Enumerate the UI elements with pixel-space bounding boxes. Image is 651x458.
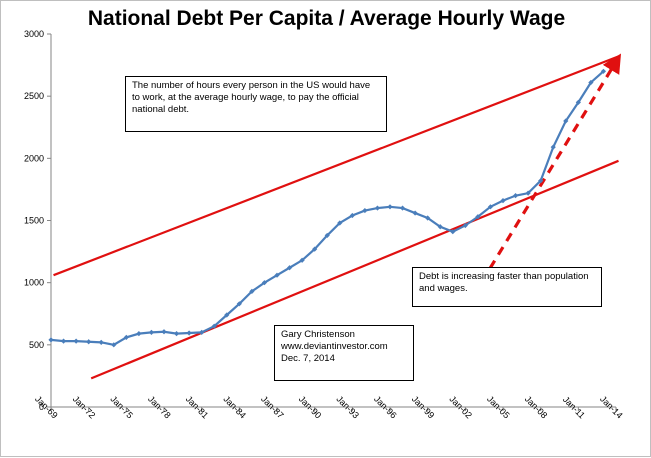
y-tick-label: 1500: [24, 216, 44, 226]
data-point: [399, 205, 406, 211]
data-point: [487, 204, 494, 210]
y-tick-label: 0: [39, 402, 44, 412]
data-point: [538, 178, 544, 184]
trend-line: [90, 159, 619, 380]
data-point: [437, 224, 443, 230]
data-point: [337, 220, 343, 226]
data-point: [48, 337, 54, 343]
y-tick-label: 2000: [24, 153, 44, 163]
data-point: [173, 331, 180, 337]
annotation-debt-increase: Debt is increasing faster than populatio…: [412, 267, 602, 307]
data-point: [60, 338, 67, 344]
y-tick-label: 500: [29, 340, 44, 350]
data-point: [600, 68, 607, 74]
data-point: [211, 323, 217, 329]
data-point: [450, 229, 456, 235]
y-tick-label: 3000: [24, 29, 44, 39]
data-point: [425, 215, 431, 221]
trend-lines: [53, 53, 622, 380]
data-point: [412, 210, 418, 216]
data-point: [224, 312, 230, 318]
data-point: [111, 342, 117, 348]
data-point: [362, 207, 368, 214]
data-point: [148, 329, 155, 335]
data-point: [588, 79, 594, 86]
data-point: [550, 144, 556, 150]
data-series: [48, 68, 607, 348]
data-point: [123, 334, 129, 340]
data-point: [324, 232, 330, 239]
data-point: [199, 329, 205, 335]
data-point: [374, 205, 381, 211]
data-point: [274, 272, 280, 278]
data-point: [186, 330, 192, 336]
data-point: [286, 265, 293, 271]
y-tick-label: 1000: [24, 278, 44, 288]
chart-title: National Debt Per Capita / Average Hourl…: [87, 7, 566, 30]
data-point: [512, 193, 519, 199]
data-point: [73, 338, 79, 344]
data-point: [387, 204, 393, 210]
data-point: [136, 331, 142, 337]
trend-arrow-dashed: [480, 53, 622, 283]
data-point: [161, 329, 167, 335]
data-point: [236, 301, 242, 307]
data-point: [86, 339, 92, 345]
data-point: [299, 257, 305, 263]
data-point: [475, 214, 481, 220]
data-point: [249, 288, 255, 294]
data-point: [563, 118, 569, 124]
trend-line: [53, 55, 619, 277]
data-point: [575, 99, 581, 105]
annotation-credit: Gary Christenson www.deviantinvestor.com…: [274, 325, 414, 381]
data-point: [462, 222, 468, 229]
data-point: [525, 190, 531, 196]
data-point: [312, 246, 318, 252]
annotation-hours: The number of hours every person in the …: [125, 76, 387, 132]
data-point: [98, 339, 104, 345]
data-point: [261, 280, 268, 286]
y-tick-label: 2500: [24, 91, 44, 101]
data-point: [500, 198, 506, 204]
data-point: [349, 212, 355, 219]
